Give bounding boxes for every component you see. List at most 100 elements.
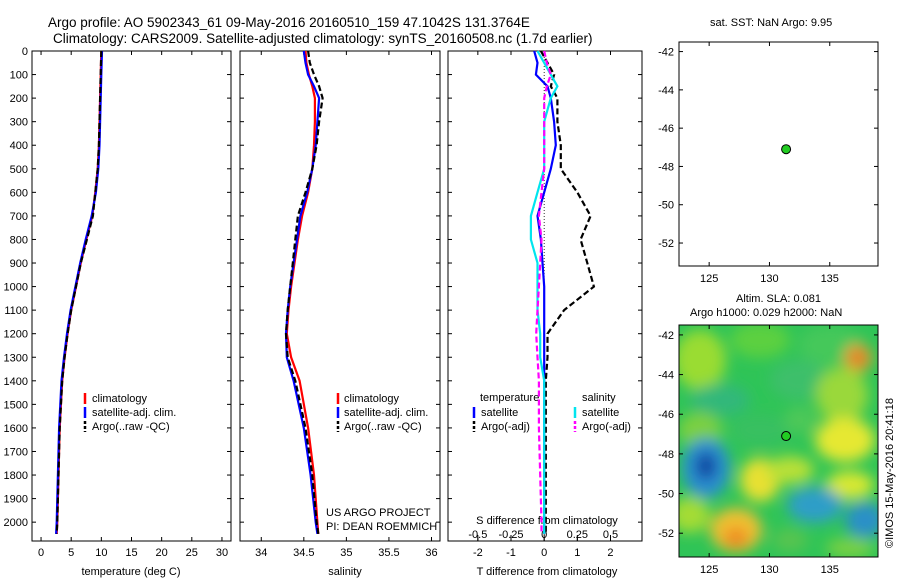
depth-tick-label: 600 (10, 187, 28, 199)
difference-xlabel: T difference from climatology (477, 566, 618, 578)
temperature-xlabel: temperature (deg C) (81, 566, 180, 578)
salinity-xtick-label: 34 (255, 547, 267, 559)
difference-s-tick-label: 0.25 (567, 529, 588, 541)
sst_map-ytick-label: -50 (658, 200, 674, 212)
difference-t-argo-line (539, 50, 596, 534)
temperature-argo-line (55, 50, 103, 534)
legend-t-satellite: satellite (481, 407, 518, 419)
sst_map-ytick-label: -42 (658, 47, 674, 59)
salinity-xtick-label: 35 (340, 547, 352, 559)
temperature-xtick-label: 0 (38, 547, 44, 559)
difference-xtick-label: -1 (506, 547, 516, 559)
sla-heatmap (679, 325, 878, 557)
salinity-satellite-line (284, 50, 321, 535)
sla_map-ytick-label: -48 (658, 449, 674, 461)
depth-tick-label: 1400 (4, 376, 28, 388)
temperature-xtick-label: 10 (95, 547, 107, 559)
legend-s-argo: Argo(-adj) (582, 421, 631, 433)
depth-tick-label: 1500 (4, 399, 28, 411)
difference-s-tick-label: -0.25 (498, 529, 523, 541)
salinity-xtick-label: 36 (425, 547, 437, 559)
temperature-climatology-line (55, 50, 103, 534)
depth-tick-label: 1300 (4, 352, 28, 364)
difference-s-tick-label: -0.5 (468, 529, 487, 541)
sst_map-xtick-label: 125 (700, 273, 718, 285)
depth-tick-label: 1800 (4, 470, 28, 482)
temperature-xtick-label: 15 (125, 547, 137, 559)
difference-xtick-label: 2 (607, 547, 613, 559)
depth-tick-label: 1200 (4, 329, 28, 341)
temperature-legend: climatology satellite-adj. clim. Argo(..… (83, 393, 176, 433)
difference-s-tick-label: 0.5 (603, 529, 618, 541)
sla_map-xtick-label: 135 (821, 564, 839, 576)
depth-tick-label: 1100 (4, 305, 28, 317)
legend-argo: Argo(..raw -QC) (92, 421, 170, 433)
sla_map-xtick-label: 130 (760, 564, 778, 576)
difference-s-argo-line (535, 50, 552, 534)
depth-tick-label: 1600 (4, 423, 28, 435)
depth-tick-label: 2000 (4, 517, 28, 529)
depth-tick-label: 300 (10, 117, 28, 129)
legend-climatology: climatology (92, 393, 148, 405)
difference-s-satellite-line (529, 50, 559, 534)
sst_map-ytick-label: -44 (658, 85, 674, 97)
legend-satellite-adj: satellite-adj. clim. (92, 407, 176, 419)
depth-tick-label: 900 (10, 258, 28, 270)
temperature-xtick-label: 30 (216, 547, 228, 559)
difference-xtick-label: 1 (574, 547, 580, 559)
legend-climatology: climatology (344, 393, 400, 405)
plot-layer: 0 5 10 15 20 25 300100200300400500600700800900… (4, 41, 879, 576)
sla_map-float-marker (781, 431, 792, 442)
temperature-xtick-label: 5 (68, 547, 74, 559)
project-line-2: PI: DEAN ROEMMICH (326, 521, 437, 533)
difference-xtick-label: 0 (541, 547, 547, 559)
legend-satellite-adj: satellite-adj. clim. (344, 407, 428, 419)
sla-label-2: Argo h1000: 0.029 h2000: NaN (690, 307, 842, 319)
depth-tick-label: 1000 (4, 282, 28, 294)
salinity-xtick-label: 35.5 (378, 547, 399, 559)
temperature-xtick-label: 25 (186, 547, 198, 559)
depth-tick-label: 1700 (4, 446, 28, 458)
difference-xtick-label: -2 (473, 547, 483, 559)
legend-title-temperature: temperature (480, 392, 539, 404)
salinity-frame (239, 50, 441, 542)
depth-tick-label: 200 (10, 93, 28, 105)
sst-label: sat. SST: NaN Argo: 9.95 (710, 17, 832, 29)
project-line-1: US ARGO PROJECT (326, 507, 431, 519)
salinity-climatology-line (285, 50, 320, 534)
imos-watermark: ©IMOS 15-May-2016 20:41:18 (884, 398, 896, 548)
sla_map-frame (678, 324, 879, 558)
sla_map-ytick-label: -44 (658, 370, 674, 382)
sla_map-ytick-label: -46 (658, 409, 674, 421)
depth-tick-label: 0 (22, 46, 28, 58)
sla_map-ytick-label: -52 (658, 528, 674, 540)
sst_map-xtick-label: 130 (760, 273, 778, 285)
sst_map-ytick-label: -46 (658, 123, 674, 135)
difference-xlabel-top: S difference from climatology (476, 515, 618, 527)
sla_map-ytick-label: -42 (658, 330, 674, 342)
salinity-argo-line (284, 50, 324, 535)
sst_map-float-marker (781, 144, 792, 155)
sst_map-ytick-label: -52 (658, 238, 674, 250)
depth-tick-label: 100 (10, 70, 28, 82)
temperature-satellite-line (55, 50, 104, 534)
legend-t-argo: Argo(-adj) (481, 421, 530, 433)
sst_map-xtick-label: 135 (821, 273, 839, 285)
temperature-xtick-label: 20 (156, 547, 168, 559)
depth-tick-label: 1900 (4, 494, 28, 506)
difference-legend: temperature salinity satellite Argo(-adj… (472, 392, 631, 433)
legend-argo: Argo(..raw -QC) (344, 421, 422, 433)
sla-label-1: Altim. SLA: 0.081 (736, 293, 821, 305)
salinity-legend: climatology satellite-adj. clim. Argo(..… (336, 393, 428, 433)
salinity-xtick-label: 34.5 (293, 547, 314, 559)
sla_map-xtick-label: 125 (700, 564, 718, 576)
salinity-xlabel: salinity (328, 566, 362, 578)
sst_map-ytick-label: -48 (658, 161, 674, 173)
legend-title-salinity: salinity (582, 392, 616, 404)
depth-tick-label: 500 (10, 164, 28, 176)
temperature-frame (31, 50, 232, 542)
legend-s-satellite: satellite (582, 407, 619, 419)
title-line-1: Argo profile: AO 5902343_61 09-May-2016 … (48, 15, 530, 30)
sst_map-frame (678, 41, 879, 267)
